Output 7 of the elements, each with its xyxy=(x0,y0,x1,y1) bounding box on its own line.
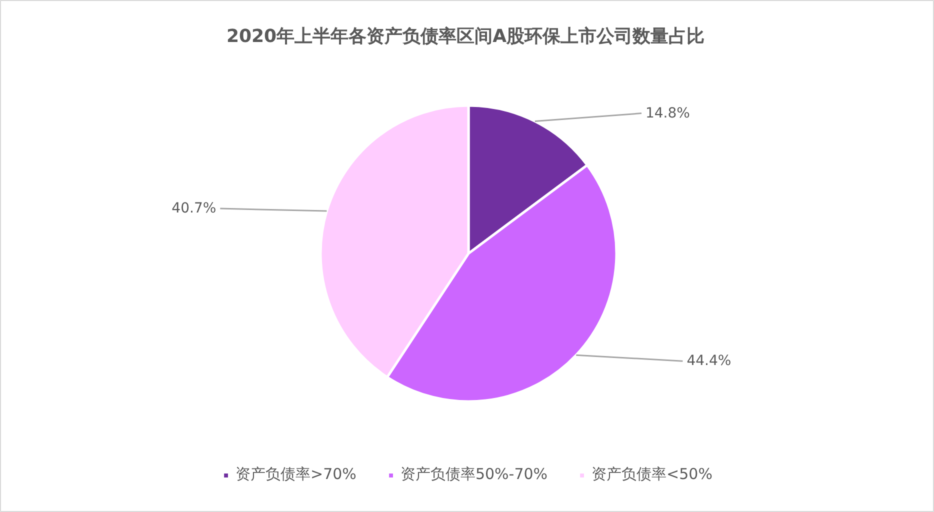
legend-label: 资产负债率<50% xyxy=(592,465,712,484)
data-label: 44.4% xyxy=(686,353,732,370)
data-label: 14.8% xyxy=(645,105,690,122)
data-label: 40.7% xyxy=(172,200,216,217)
legend-label: 资产负债率50%-70% xyxy=(400,465,548,484)
chart-title: 2020年上半年各资产负债率区间A股环保上市公司数量占比 xyxy=(226,26,705,47)
legend-label: 资产负债率>70% xyxy=(236,465,356,484)
